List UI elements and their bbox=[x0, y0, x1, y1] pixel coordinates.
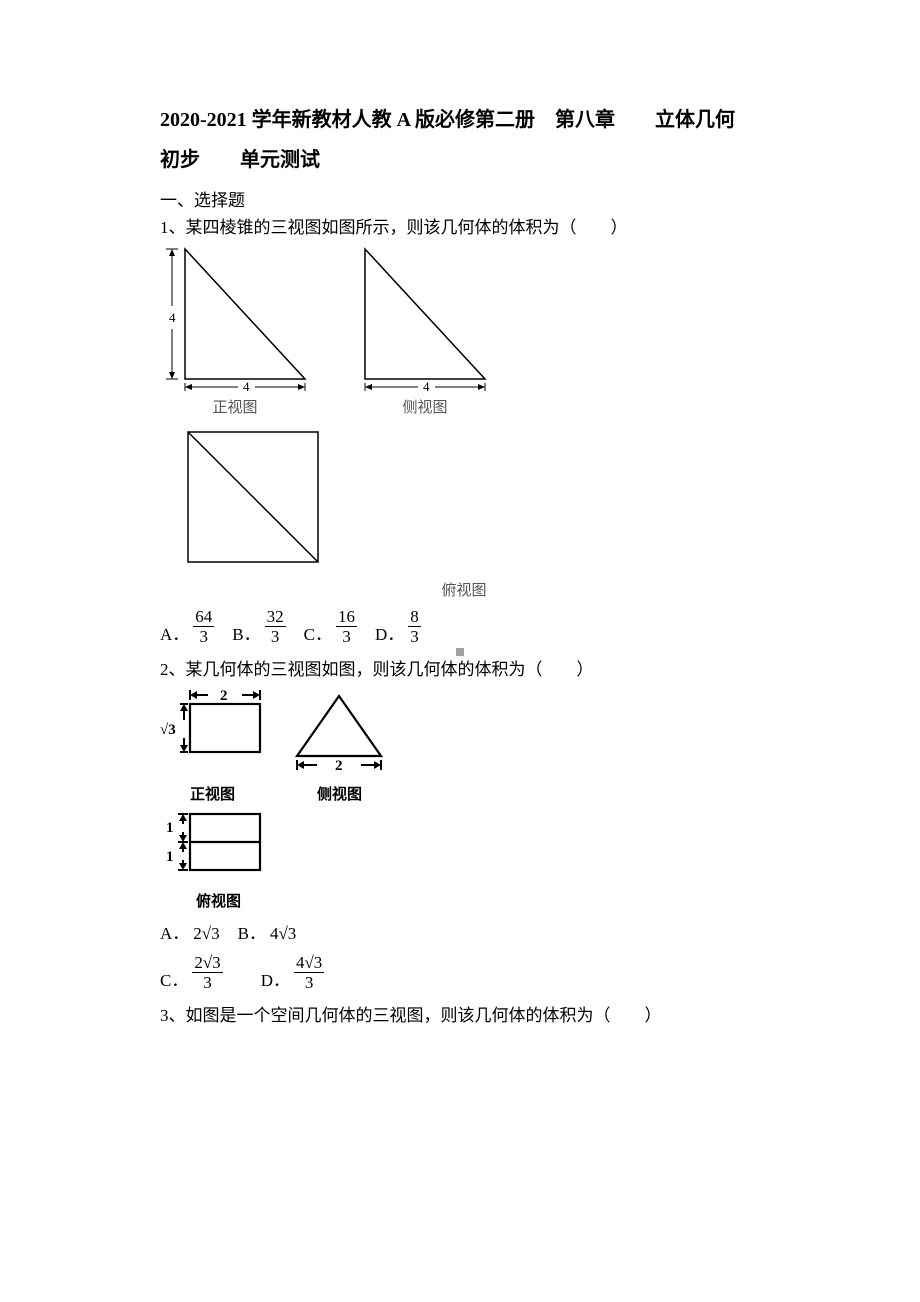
q2-top-caption: 俯视图 bbox=[196, 890, 241, 911]
q2-top-view-svg: 1 1 bbox=[160, 808, 270, 888]
q2-side-view-svg: 2 bbox=[287, 686, 392, 781]
q1-opt-b-frac: 32 3 bbox=[265, 608, 286, 645]
q1-options: A． 64 3 B． 32 3 C． 16 3 D． 8 3 bbox=[160, 608, 760, 645]
section-heading-1: 一、选择题 bbox=[160, 186, 760, 211]
q2-opt-a: A． 2√3 bbox=[160, 919, 220, 944]
q2-opt-d: D． 4√3 3 bbox=[261, 954, 325, 991]
q2-figure-row1: 2 √3 正视图 bbox=[160, 686, 760, 804]
q1-side-caption: 侧视图 bbox=[402, 396, 447, 417]
q1-front-caption: 正视图 bbox=[212, 396, 257, 417]
page-container: 2020-2021 学年新教材人教 A 版必修第二册 第八章 立体几何 初步 单… bbox=[0, 0, 920, 1302]
q1-opt-c-label: C． bbox=[304, 620, 332, 645]
q1-front-hdim: 4 bbox=[243, 379, 250, 394]
q2-front-h: √3 bbox=[160, 722, 176, 738]
q2-top-dim1: 1 bbox=[166, 820, 174, 836]
q2-opt-c-frac: 2√3 3 bbox=[192, 954, 222, 991]
q1-opt-d-label: D． bbox=[375, 620, 404, 645]
q2-side-view-block: 2 侧视图 bbox=[287, 686, 392, 804]
q1-side-view-block: 4 侧视图 bbox=[350, 244, 500, 417]
q2-front-w: 2 bbox=[220, 688, 228, 704]
doc-title-line2: 初步 单元测试 bbox=[160, 140, 760, 180]
q2-side-w: 2 bbox=[335, 758, 343, 774]
q1-opt-b-label: B． bbox=[232, 620, 260, 645]
q1-opt-d: D． 8 3 bbox=[375, 608, 421, 645]
q2-options-row1: A． 2√3 B． 4√3 bbox=[160, 919, 760, 944]
q2-opt-c: C． 2√3 3 bbox=[160, 954, 223, 991]
q1-top-caption: 俯视图 bbox=[441, 579, 486, 600]
q1-side-view-svg: 4 bbox=[350, 244, 500, 394]
q2-options-row2: C． 2√3 3 D． 4√3 3 bbox=[160, 954, 760, 991]
q2-opt-a-expr: 2√3 bbox=[193, 924, 219, 944]
q2-opt-a-label: A． bbox=[160, 919, 189, 944]
q1-top-view-block: 俯视图 bbox=[178, 427, 760, 600]
q2-top-view-block: 1 1 俯视图 bbox=[160, 808, 760, 911]
q1-opt-c-frac: 16 3 bbox=[336, 608, 357, 645]
q1-opt-b: B． 32 3 bbox=[232, 608, 285, 645]
q1-front-vdim: 4 bbox=[169, 310, 176, 325]
q2-front-view-block: 2 √3 正视图 bbox=[160, 686, 265, 804]
q1-opt-a-frac: 64 3 bbox=[193, 608, 214, 645]
doc-title-line1: 2020-2021 学年新教材人教 A 版必修第二册 第八章 立体几何 bbox=[160, 100, 760, 140]
q2-opt-b-expr: 4√3 bbox=[270, 924, 296, 944]
q3-text: 3、如图是一个空间几何体的三视图，则该几何体的体积为（ ） bbox=[160, 1001, 760, 1026]
q1-side-hdim: 4 bbox=[423, 379, 430, 394]
q2-opt-b-label: B． bbox=[238, 919, 266, 944]
q1-opt-a: A． 64 3 bbox=[160, 608, 214, 645]
q1-front-view-svg: 4 4 bbox=[160, 244, 310, 394]
q1-top-view-svg bbox=[178, 427, 328, 577]
q1-front-view-block: 4 4 正视图 bbox=[160, 244, 310, 417]
q2-opt-b: B． 4√3 bbox=[238, 919, 297, 944]
pager-mark-icon bbox=[456, 648, 464, 656]
q1-opt-a-label: A． bbox=[160, 620, 189, 645]
q1-opt-d-frac: 8 3 bbox=[408, 608, 421, 645]
q1-opt-c: C． 16 3 bbox=[304, 608, 357, 645]
q2-front-caption: 正视图 bbox=[190, 783, 235, 804]
q2-top-dim2: 1 bbox=[166, 849, 174, 865]
q2-side-caption: 侧视图 bbox=[317, 783, 362, 804]
q2-text: 2、某几何体的三视图如图，则该几何体的体积为（ ） bbox=[160, 655, 760, 680]
q1-text: 1、某四棱锥的三视图如图所示，则该几何体的体积为（ ） bbox=[160, 213, 760, 238]
q2-opt-d-frac: 4√3 3 bbox=[294, 954, 324, 991]
q2-opt-d-label: D． bbox=[261, 966, 290, 991]
q1-figure-row1: 4 4 正视图 4 bbox=[160, 244, 760, 417]
q2-front-view-svg: 2 √3 bbox=[160, 686, 265, 781]
q2-opt-c-label: C． bbox=[160, 966, 188, 991]
